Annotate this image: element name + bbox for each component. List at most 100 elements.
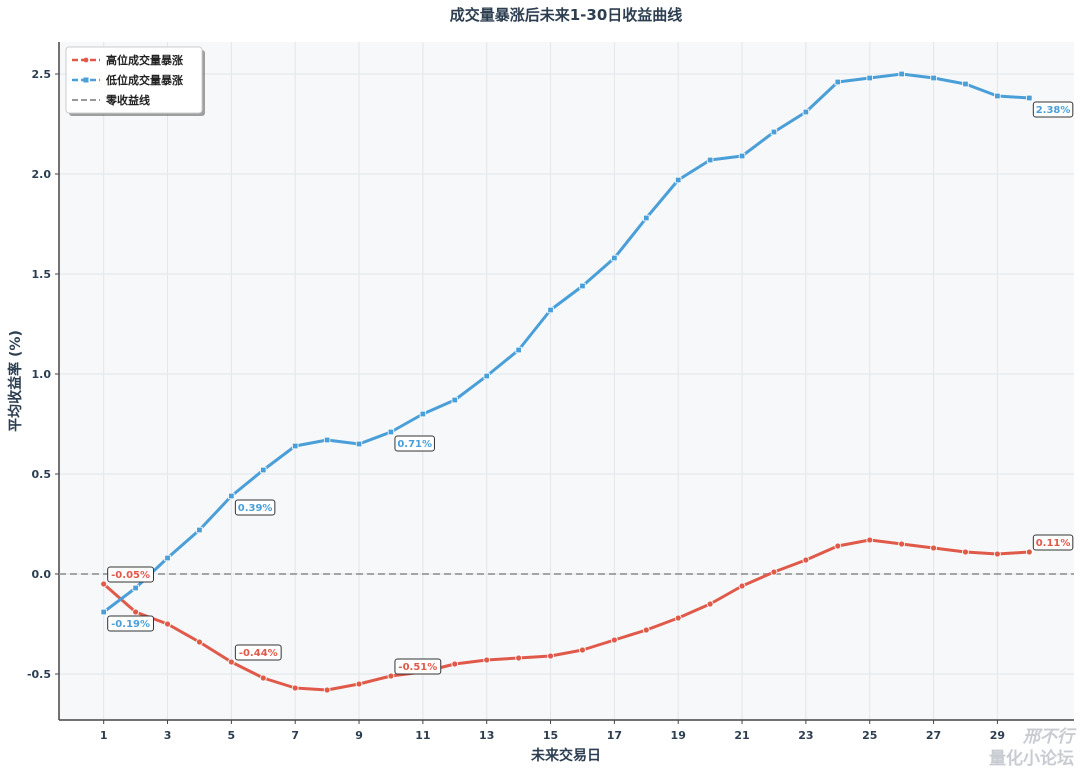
annotation-layer: -0.05% -0.44% -0.51% 0.11% -0.19% 0.39% 0.71% 2… bbox=[107, 101, 1074, 675]
data-point bbox=[993, 550, 1001, 558]
svg-text:0.39%: 0.39% bbox=[238, 503, 273, 514]
svg-text:0.71%: 0.71% bbox=[397, 439, 432, 450]
data-point bbox=[706, 600, 714, 608]
data-point bbox=[866, 536, 874, 544]
watermark-line1: 邢不行 bbox=[1022, 727, 1077, 747]
data-point bbox=[515, 654, 523, 662]
data-point bbox=[866, 74, 873, 82]
legend-box bbox=[65, 46, 203, 114]
x-tick-label: 21 bbox=[734, 729, 749, 742]
data-point bbox=[930, 74, 937, 82]
x-tick-label: 11 bbox=[415, 729, 430, 742]
x-tick-label: 29 bbox=[990, 729, 1005, 742]
data-point bbox=[451, 660, 459, 668]
data-point bbox=[579, 282, 586, 290]
x-tick-label: 17 bbox=[607, 729, 622, 742]
data-point bbox=[227, 658, 235, 666]
data-point bbox=[579, 646, 586, 654]
series-layer bbox=[100, 70, 1033, 694]
x-tick-label: 15 bbox=[543, 729, 558, 742]
data-label: -0.19% bbox=[107, 615, 154, 632]
data-point bbox=[962, 548, 969, 556]
x-ticks: 1 3 5 7 9 11 13 15 17 19 21 23 25 27 29 bbox=[100, 720, 1005, 742]
legend-label-high: 高位成交量暴涨 bbox=[106, 53, 183, 67]
y-tick-label: 1.0 bbox=[32, 368, 52, 381]
data-label: 0.11% bbox=[1032, 534, 1074, 551]
data-point bbox=[770, 128, 778, 136]
legend: 高位成交量暴涨 低位成交量暴涨 零收益线 bbox=[65, 46, 205, 116]
svg-text:0.11%: 0.11% bbox=[1036, 538, 1071, 549]
data-point bbox=[323, 436, 331, 444]
data-point bbox=[291, 442, 299, 450]
series-line-0 bbox=[102, 538, 1031, 692]
x-tick-label: 3 bbox=[164, 729, 172, 742]
data-point bbox=[547, 306, 554, 314]
data-point bbox=[387, 672, 395, 680]
data-point bbox=[898, 70, 905, 78]
data-point bbox=[451, 396, 458, 404]
x-axis-label: 未来交易日 bbox=[531, 747, 601, 764]
data-point bbox=[132, 584, 139, 592]
x-tick-label: 13 bbox=[479, 729, 494, 742]
data-point bbox=[962, 80, 969, 88]
y-tick-label: 1.5 bbox=[32, 268, 52, 281]
legend-label-low: 低位成交量暴涨 bbox=[105, 73, 183, 87]
y-ticks: -0.5 0.0 0.5 1.0 1.5 2.0 2.5 bbox=[27, 68, 59, 681]
y-tick-label: -0.5 bbox=[27, 668, 51, 681]
data-point bbox=[930, 544, 937, 552]
x-tick-label: 19 bbox=[671, 729, 686, 742]
data-point bbox=[483, 372, 490, 380]
legend-marker-low bbox=[83, 77, 89, 83]
data-point bbox=[355, 680, 363, 688]
data-point bbox=[100, 580, 108, 588]
data-point bbox=[547, 652, 554, 660]
data-label: -0.44% bbox=[234, 644, 282, 661]
data-point bbox=[196, 526, 203, 534]
data-point bbox=[834, 78, 842, 86]
data-point bbox=[260, 466, 267, 474]
data-point bbox=[675, 176, 682, 184]
data-point bbox=[132, 608, 140, 616]
series-line-1 bbox=[102, 72, 1031, 614]
data-point bbox=[196, 638, 203, 646]
data-point bbox=[611, 254, 618, 262]
data-label: -0.51% bbox=[394, 658, 442, 675]
data-point bbox=[610, 636, 618, 644]
y-tick-label: 2.0 bbox=[32, 168, 52, 181]
data-point bbox=[355, 440, 363, 448]
data-point bbox=[515, 346, 522, 354]
data-point bbox=[387, 428, 395, 436]
y-axis-label: 平均收益率 (%) bbox=[7, 330, 24, 432]
x-tick-label: 5 bbox=[228, 729, 236, 742]
svg-text:-0.44%: -0.44% bbox=[239, 648, 278, 659]
legend-marker-high bbox=[83, 57, 89, 63]
data-point bbox=[483, 656, 491, 664]
x-tick-label: 1 bbox=[100, 729, 108, 742]
data-label: 0.71% bbox=[394, 435, 435, 452]
data-point bbox=[738, 152, 746, 160]
data-point bbox=[802, 556, 810, 564]
data-point bbox=[994, 92, 1001, 100]
data-point bbox=[419, 410, 427, 418]
svg-text:-0.05%: -0.05% bbox=[111, 570, 150, 581]
y-tick-label: 0.0 bbox=[32, 568, 52, 581]
data-point bbox=[834, 542, 842, 550]
data-point bbox=[642, 626, 650, 634]
x-tick-label: 7 bbox=[291, 729, 299, 742]
legend-label-zero: 零收益线 bbox=[105, 93, 150, 107]
data-point bbox=[323, 686, 331, 694]
data-point bbox=[802, 108, 810, 116]
data-point bbox=[259, 674, 267, 682]
data-point bbox=[1025, 548, 1033, 556]
data-point bbox=[706, 156, 714, 164]
data-point bbox=[291, 684, 299, 692]
data-label: 2.38% bbox=[1032, 101, 1074, 118]
data-label: 0.39% bbox=[234, 499, 276, 516]
data-point bbox=[770, 568, 778, 576]
x-tick-label: 9 bbox=[355, 729, 363, 742]
svg-text:-0.19%: -0.19% bbox=[111, 619, 150, 630]
data-point bbox=[643, 214, 650, 222]
chart-title: 成交量暴涨后未来1-30日收益曲线 bbox=[450, 6, 683, 24]
x-tick-label: 23 bbox=[798, 729, 813, 742]
